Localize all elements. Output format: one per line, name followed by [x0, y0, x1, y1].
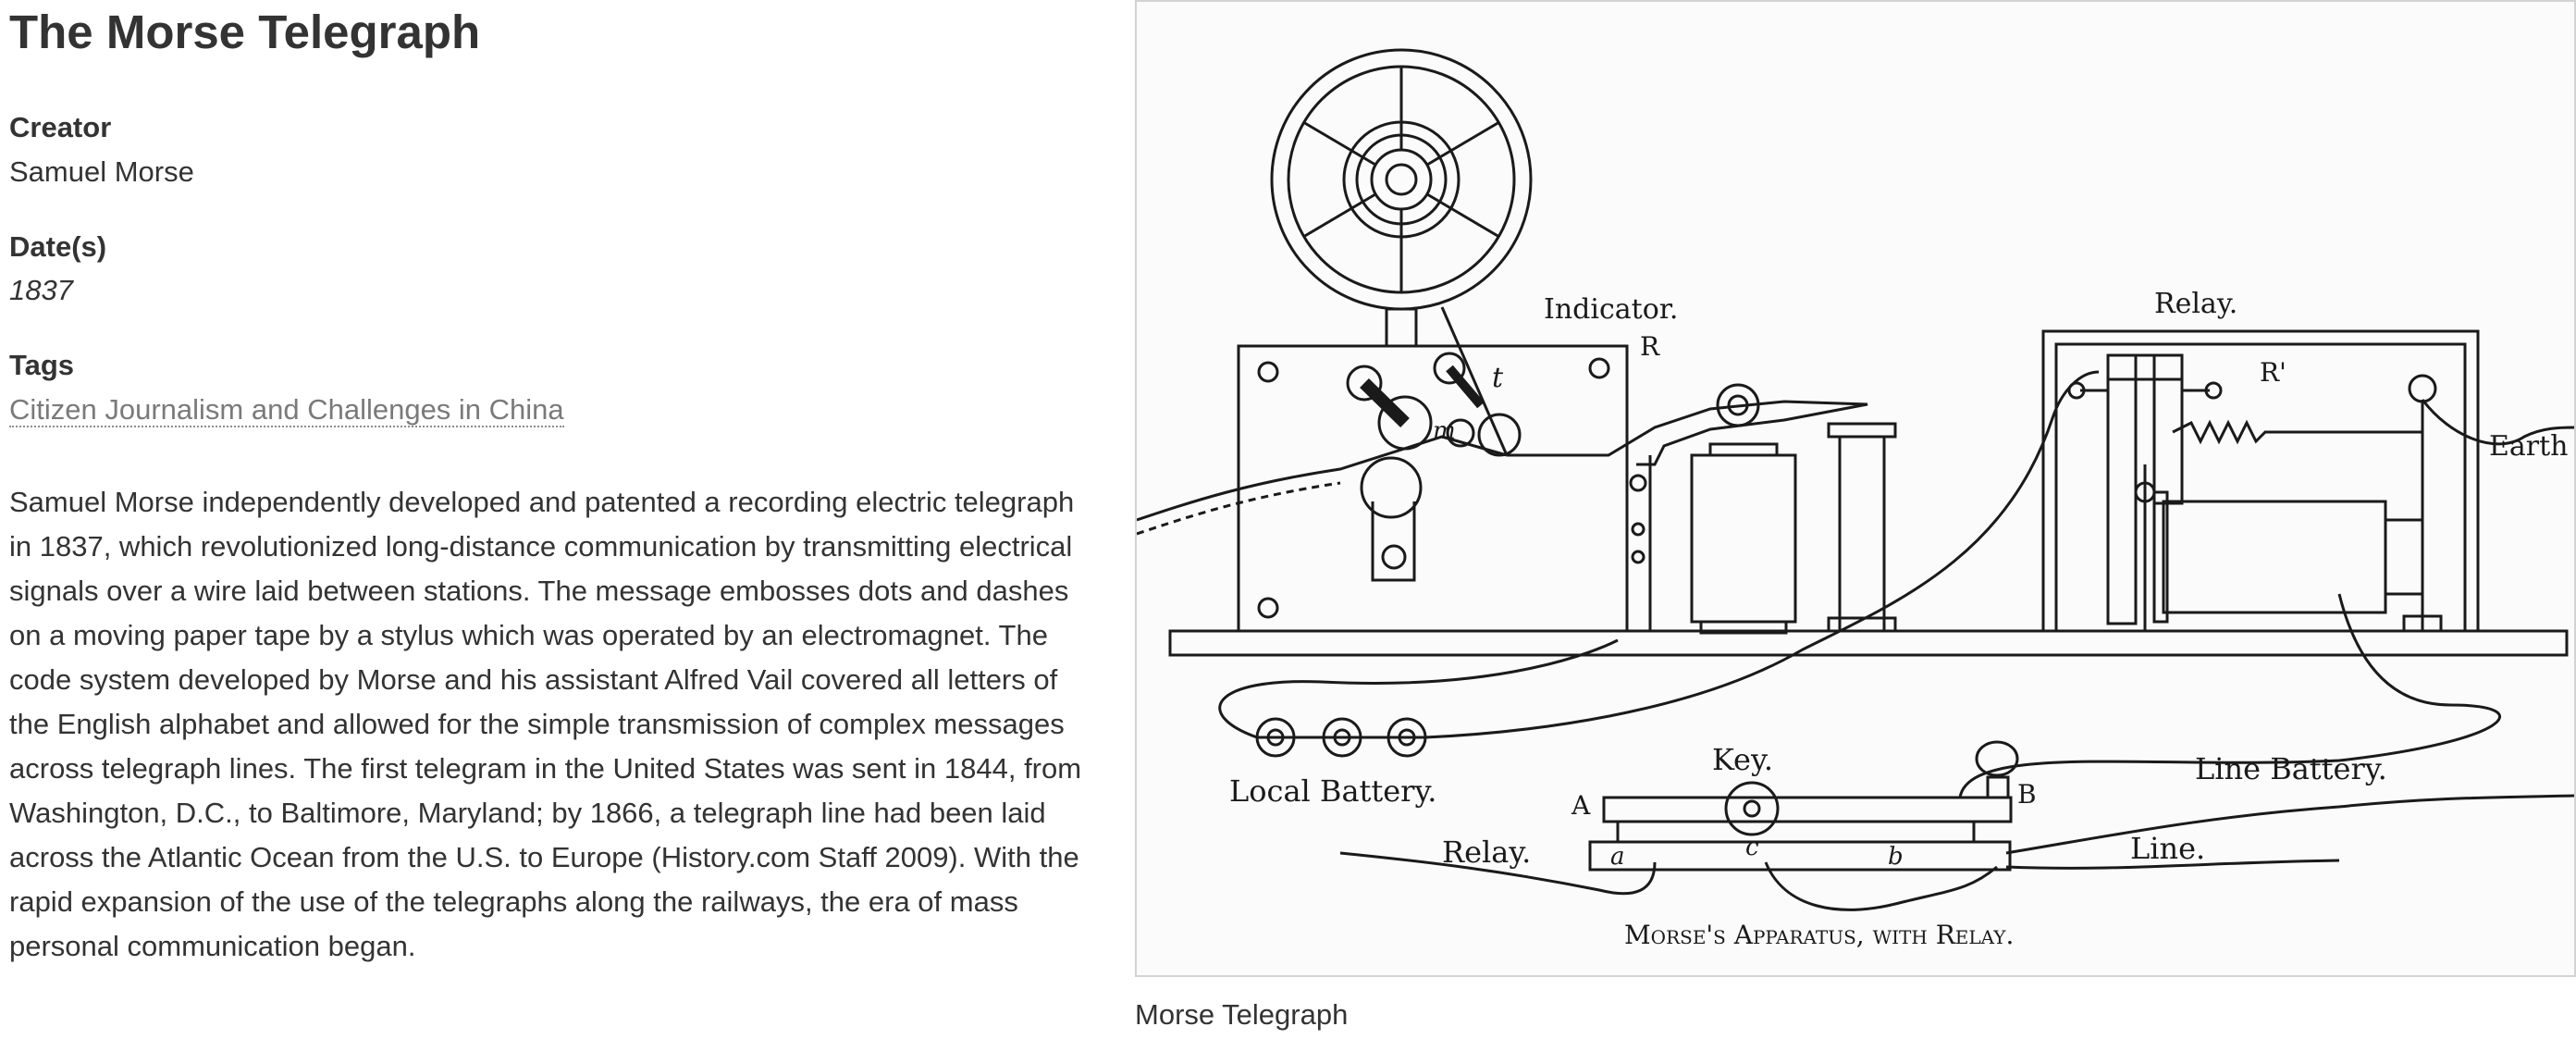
- tags-list: Citizen Journalism and Challenges in Chi…: [9, 388, 1101, 432]
- tag-link[interactable]: Citizen Journalism and Challenges in Chi…: [9, 392, 564, 427]
- apparatus-caption: Morse's Apparatus, with Relay.: [1624, 920, 2014, 950]
- date-value: 1837: [9, 274, 73, 307]
- telegraph-drawing: Indicator. Relay. R R' t m Earth Key. Lo…: [1137, 48, 2574, 950]
- wire: [1218, 638, 1619, 739]
- relay-coil: [2162, 500, 2387, 614]
- armature-lever: [1507, 400, 1868, 466]
- figure: Indicator. Relay. R R' t m Earth Key. Lo…: [1135, 0, 2576, 1032]
- relay-bottom-label: Relay.: [1442, 835, 1531, 870]
- earth-wire: [2421, 399, 2574, 446]
- relay-spring: [2172, 419, 2422, 445]
- figure-caption: Morse Telegraph: [1135, 998, 1349, 1031]
- creator-field: Creator Samuel Morse: [9, 106, 1101, 194]
- key-b-label: B: [2017, 779, 2037, 810]
- paper-reel: [1270, 48, 1533, 348]
- tags-label: Tags: [9, 349, 75, 382]
- key-c-lower-label: c: [1745, 834, 1759, 861]
- local-battery-cells: [1255, 717, 1427, 758]
- m-label: m: [1433, 417, 1456, 445]
- key-a-label: A: [1571, 790, 1591, 821]
- indicator-box: [1237, 344, 1629, 633]
- page-title: The Morse Telegraph: [9, 6, 481, 58]
- r-label: R: [1640, 331, 1660, 362]
- line-wire: [2005, 859, 2340, 870]
- local-battery-label: Local Battery.: [1229, 773, 1436, 809]
- key-label: Key.: [1712, 742, 1773, 777]
- wire: [1958, 593, 2502, 798]
- line-battery-label: Line Battery.: [2195, 751, 2387, 786]
- r-prime-label: R': [2260, 357, 2286, 388]
- line-battery-wire: [2005, 794, 2574, 855]
- relay-top-label: Relay.: [2154, 288, 2237, 320]
- creator-label: Creator: [9, 111, 112, 144]
- key-b-lower-label: b: [1888, 843, 1904, 871]
- dates-field: Date(s) 1837: [9, 226, 1101, 314]
- key: [1588, 740, 2019, 872]
- creator-value: Samuel Morse: [9, 155, 194, 188]
- item-description: Samuel Morse independently developed and…: [9, 485, 1082, 962]
- wire: [1424, 370, 2100, 739]
- line-label: Line.: [2130, 831, 2205, 866]
- item-details: The Morse Telegraph Creator Samuel Morse…: [9, 0, 1101, 969]
- paper-tape: [1137, 435, 1508, 522]
- dates-label: Date(s): [9, 229, 107, 263]
- t-label: t: [1492, 362, 1504, 394]
- wire: [1764, 861, 1998, 911]
- key-a-lower-label: a: [1610, 843, 1625, 871]
- indicator-coil: [1690, 453, 1797, 624]
- indicator-label: Indicator.: [1544, 293, 1678, 326]
- earth-label: Earth: [2489, 430, 2569, 463]
- telegraph-illustration[interactable]: Indicator. Relay. R R' t m Earth Key. Lo…: [1135, 0, 2576, 977]
- wire: [1339, 851, 1657, 896]
- tags-field: Tags Citizen Journalism and Challenges i…: [9, 344, 1101, 432]
